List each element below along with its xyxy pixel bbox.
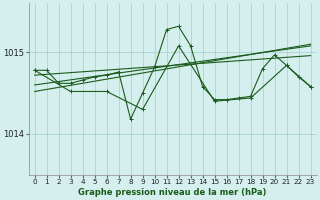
X-axis label: Graphe pression niveau de la mer (hPa): Graphe pression niveau de la mer (hPa) [78, 188, 267, 197]
